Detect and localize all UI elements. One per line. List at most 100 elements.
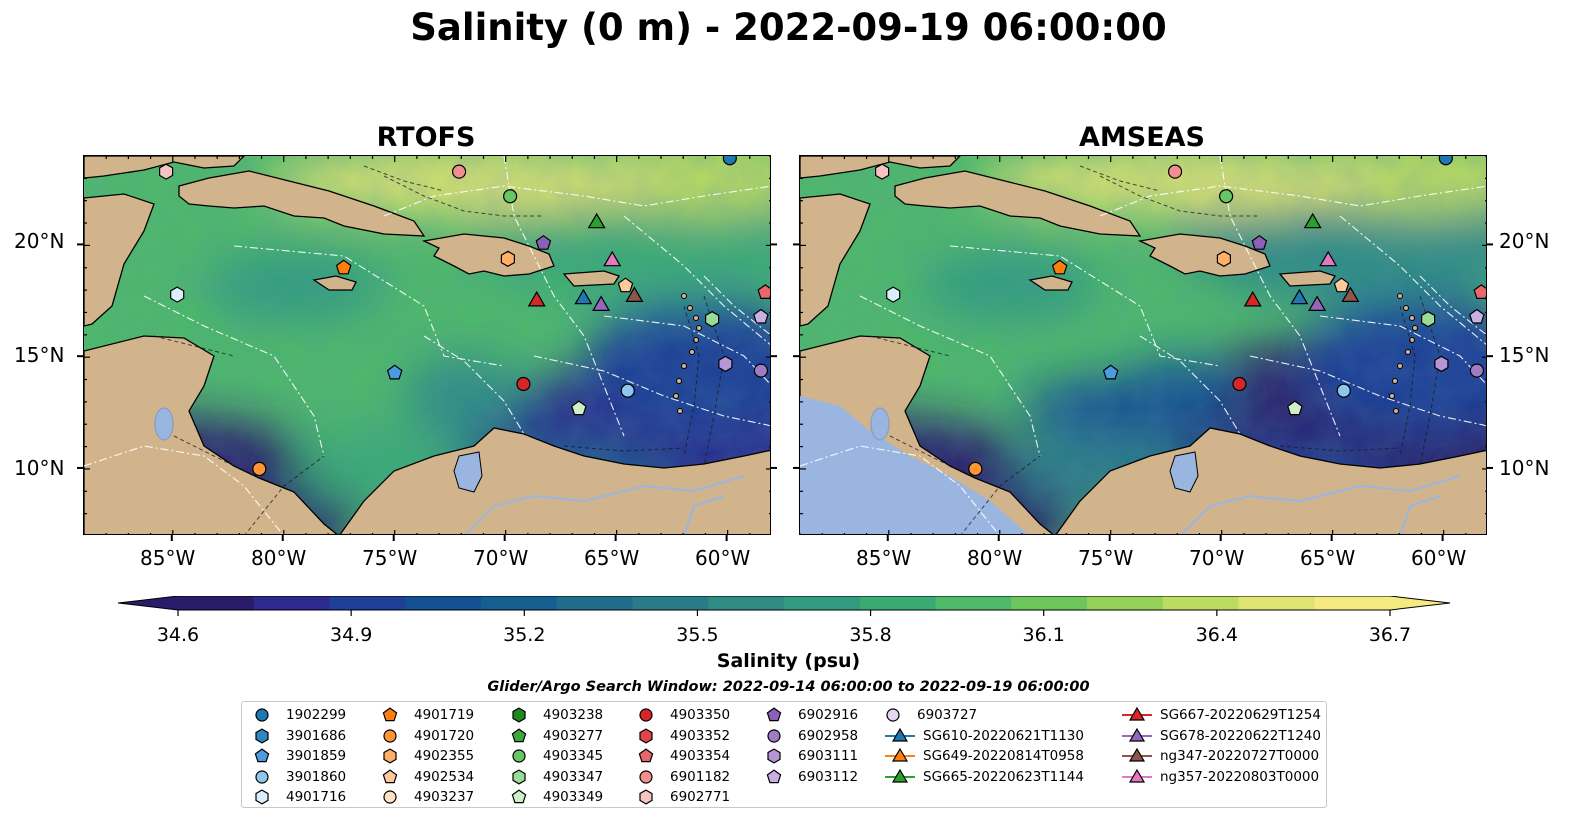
legend-item: SG678-20220622T1240 [1122, 727, 1321, 745]
legend-label: SG649-20220814T0958 [923, 748, 1084, 764]
colorbar-bin [481, 596, 558, 610]
lon-tick-label: 75°W [1078, 546, 1134, 570]
argo-marker-6902958 [1469, 363, 1485, 378]
lat-tick-label: 20°N [14, 229, 65, 253]
colorbar-tick-label: 36.7 [1369, 624, 1411, 646]
argo-marker-4903350 [1232, 376, 1247, 392]
search-window-caption: Glider/Argo Search Window: 2022-09-14 06… [487, 679, 1090, 695]
salinity-field [800, 156, 1486, 534]
colorbar-bin [253, 596, 330, 610]
legend-item: ng347-20220727T0000 [1122, 747, 1319, 765]
salinity-field [84, 156, 770, 534]
pentagon-icon [254, 748, 270, 763]
legend-item: 4903347 [511, 768, 603, 786]
circle-icon [383, 728, 397, 743]
argo-marker-4902355 [1216, 250, 1231, 267]
colorbar-bin [1011, 596, 1088, 610]
argo-marker-4901716 [886, 286, 901, 303]
legend-item: 3901859 [254, 747, 346, 765]
argo-marker-6901182 [1167, 164, 1183, 179]
lat-tick-label: 10°N [1499, 456, 1550, 480]
lon-tick-label: 80°W [967, 546, 1023, 570]
colorbar-bin [935, 596, 1012, 610]
argo-marker-4903349 [1287, 400, 1303, 416]
hexagon-icon [639, 789, 653, 805]
argo-marker-6903111 [1434, 355, 1449, 373]
legend-item: 6902958 [766, 727, 858, 745]
triangle-icon [1128, 727, 1146, 742]
legend-item: 4903238 [511, 706, 603, 724]
pentagon-icon [766, 768, 782, 783]
argo-marker-3901859 [386, 364, 403, 380]
argo-marker-4901719 [335, 259, 352, 275]
glider-marker-ng347-20220727T0000 [1341, 286, 1360, 302]
legend-label: 4903238 [543, 707, 604, 723]
colorbar-bin [784, 596, 861, 610]
lon-tick-label: 65°W [1300, 546, 1356, 570]
argo-marker-6903111 [718, 355, 733, 373]
glider-marker-ng347-20220727T0000 [625, 286, 644, 302]
figure-title: Salinity (0 m) - 2022-09-19 06:00:00 [410, 6, 1167, 49]
colorbar-bin [1238, 596, 1315, 610]
legend-item: 4903349 [511, 788, 603, 806]
colorbar-tick-label: 35.5 [676, 624, 718, 646]
colorbar-tick-label: 34.9 [330, 624, 372, 646]
lat-tick-label: 15°N [1499, 343, 1550, 367]
observation-markers [158, 156, 770, 477]
legend-item: 4903350 [638, 706, 730, 724]
panel-title-amseas: AMSEAS [1079, 122, 1205, 153]
legend-label: 4903354 [670, 748, 731, 764]
legend-item: 4902534 [382, 768, 474, 786]
glider-marker-SG667-20220629T1254 [1243, 290, 1262, 307]
argo-marker-6903112 [753, 308, 769, 324]
rtofs-map[interactable] [83, 155, 771, 535]
legend-label: 4903345 [543, 748, 604, 764]
circle-icon [639, 708, 653, 722]
argo-marker-6902958 [753, 363, 769, 378]
argo-marker-6902916 [1251, 234, 1268, 250]
lon-tick-label: 80°W [251, 546, 307, 570]
eez-boundaries [84, 156, 770, 534]
argo-marker-3901860 [1336, 383, 1351, 398]
eez-boundaries [800, 156, 1486, 534]
argo-marker-4903345 [1219, 189, 1234, 204]
colorbar-tick-label: 35.8 [849, 624, 891, 646]
pentagon-icon [511, 727, 527, 742]
legend-label: 4903347 [543, 768, 604, 785]
circle-icon [639, 769, 653, 784]
legend-item: 4901716 [254, 788, 346, 806]
legend-item: 4903345 [511, 747, 603, 765]
legend-item: 6903111 [766, 747, 858, 765]
lon-tick-label: 70°W [473, 546, 529, 570]
legend-label: 6903727 [917, 707, 978, 723]
argo-marker-4901716 [170, 286, 185, 303]
legend-label: 1902299 [286, 707, 347, 723]
colorbar-tick-label: 34.6 [157, 624, 199, 646]
colorbar-bin [329, 596, 406, 610]
amseas-map[interactable] [799, 155, 1487, 535]
argo-marker-6902771 [874, 163, 890, 180]
legend-label: 6902916 [798, 707, 859, 723]
argo-marker-4901720 [252, 461, 267, 477]
land [800, 156, 1486, 534]
circle-icon [255, 769, 269, 784]
colorbar-bin [1087, 596, 1164, 610]
legend-label: 6901182 [670, 768, 731, 785]
glider-marker-SG678-20220622T1240 [592, 295, 611, 311]
pentagon-icon [638, 748, 654, 763]
argo-marker-6903112 [1469, 308, 1485, 324]
legend-item: 4902355 [382, 747, 474, 765]
legend-label: 4903277 [543, 727, 604, 744]
legend-label: 4903237 [414, 789, 475, 805]
legend-item: ng357-20220803T0000 [1122, 768, 1319, 786]
lon-tick-label: 70°W [1189, 546, 1245, 570]
legend-item: 4903237 [382, 788, 474, 806]
argo-marker-6901182 [451, 164, 467, 179]
colorbar-bin [178, 596, 255, 610]
lon-tick-label: 85°W [140, 546, 196, 570]
legend-item: 6903112 [766, 768, 858, 786]
colorbar-bin [632, 596, 709, 610]
legend-label: 6903111 [798, 748, 859, 764]
colorbar-bin [859, 596, 936, 610]
circle-icon [886, 708, 900, 722]
